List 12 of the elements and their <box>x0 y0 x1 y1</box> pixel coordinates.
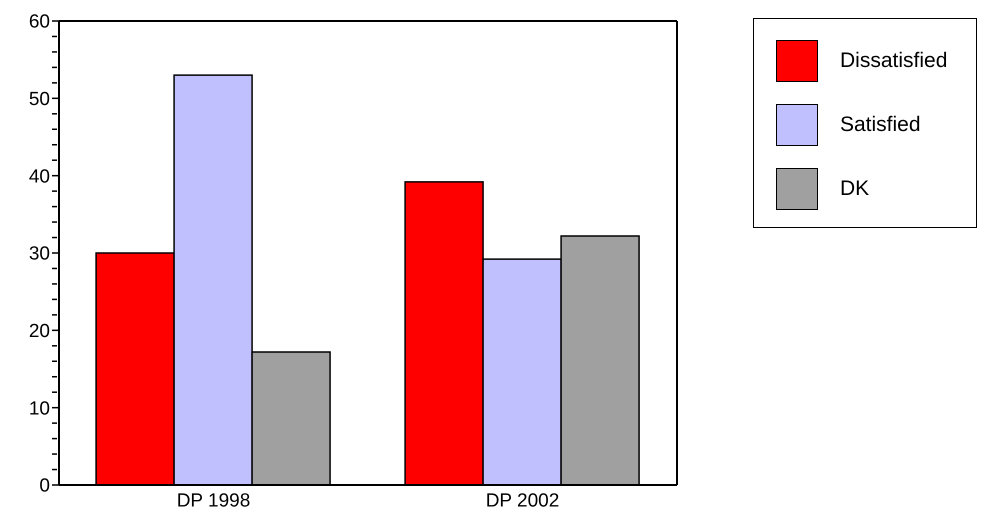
x-tick-label: DP 1998 <box>176 490 250 512</box>
legend-label: Dissatisfied <box>840 49 948 73</box>
y-tick-label: 60 <box>28 12 50 33</box>
x-tick-label: DP 2002 <box>486 490 560 512</box>
y-tick-label: 10 <box>28 398 50 420</box>
y-tick-label: 30 <box>28 244 50 265</box>
y-tick-label: 0 <box>39 476 50 497</box>
y-tick-label: 50 <box>28 88 50 110</box>
y-tick-label: 40 <box>28 166 50 188</box>
y-tick-label: 20 <box>28 320 50 342</box>
legend-label: DK <box>840 177 870 201</box>
legend-label: Satisfied <box>840 113 921 137</box>
